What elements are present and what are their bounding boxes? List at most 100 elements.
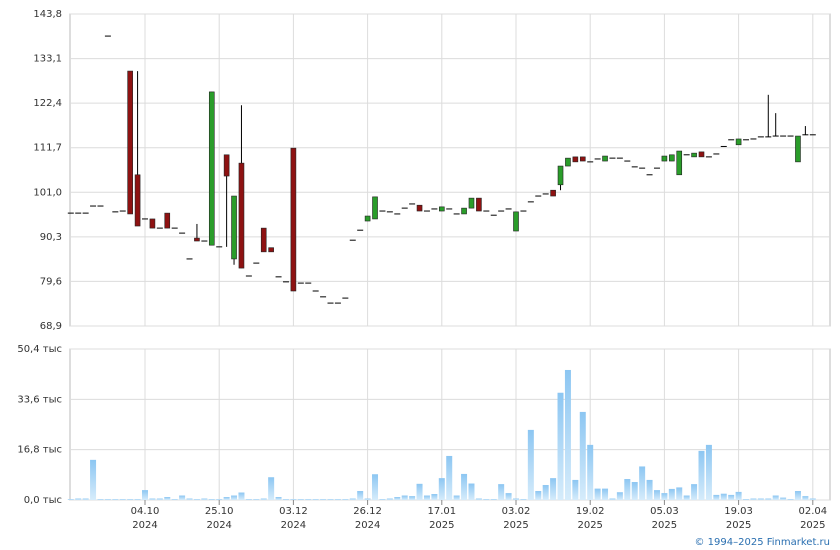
- volume-bar: [431, 494, 438, 500]
- volume-bar: [713, 494, 720, 500]
- volume-bar: [394, 497, 401, 500]
- candle-body: [164, 212, 171, 229]
- y-tick-label: 50,4 тыс: [17, 344, 62, 355]
- candle-body: [372, 196, 378, 220]
- volume-bar: [127, 499, 134, 500]
- volume-bar: [231, 495, 238, 500]
- volume-bar: [223, 497, 230, 500]
- volume-bar: [809, 498, 816, 500]
- volume-bar: [357, 491, 364, 500]
- volume-bar: [653, 490, 660, 500]
- volume-bar: [112, 499, 119, 500]
- candle-body: [468, 197, 475, 209]
- volume-bar: [780, 497, 787, 500]
- candle-body: [260, 227, 267, 253]
- volume-bar: [483, 499, 490, 500]
- volume-bar: [104, 499, 111, 500]
- x-tick-year: 2025: [577, 520, 602, 531]
- volume-bar: [705, 444, 712, 500]
- volume-bar: [676, 487, 683, 500]
- volume-bar: [498, 484, 505, 500]
- volume-bar: [624, 479, 631, 500]
- x-tick-year: 2024: [281, 520, 306, 531]
- volume-bar: [750, 498, 757, 500]
- candle-body: [461, 207, 467, 215]
- volume-bar: [75, 498, 82, 500]
- x-tick-label: 19.02: [576, 506, 605, 517]
- volume-bar: [327, 499, 334, 500]
- volume-bar: [282, 499, 289, 500]
- volume-bar: [171, 499, 178, 500]
- volume-bar: [142, 490, 148, 500]
- volume-bar: [579, 411, 586, 500]
- x-tick-year: 2025: [429, 520, 454, 531]
- candle-body: [602, 155, 608, 162]
- candle-body: [661, 155, 668, 162]
- volume-bar: [401, 495, 408, 500]
- candle-body: [268, 247, 274, 253]
- candle-body: [194, 237, 200, 242]
- volume-bar: [438, 478, 445, 500]
- y-tick-label: 79,6: [40, 276, 62, 287]
- candle-body: [231, 195, 237, 260]
- volume-bar: [297, 499, 304, 500]
- volume-bar: [90, 459, 97, 500]
- volume-bar: [409, 496, 416, 500]
- candle-body: [290, 147, 297, 292]
- x-tick-year: 2024: [355, 520, 380, 531]
- volume-bar: [379, 499, 386, 500]
- candle-body: [513, 211, 519, 232]
- volume-bar: [794, 491, 801, 500]
- volume-bar: [646, 479, 653, 500]
- volume-bar: [453, 495, 460, 500]
- x-tick-label: 25.10: [205, 506, 234, 517]
- candle-body: [550, 189, 556, 197]
- volume-bar: [698, 450, 705, 500]
- volume-bar: [320, 499, 327, 500]
- candle-body: [223, 154, 230, 177]
- volume-bar: [386, 498, 393, 500]
- x-tick-year: 2025: [800, 520, 825, 531]
- volume-bar: [446, 455, 453, 500]
- volume-bar: [260, 498, 267, 500]
- volume-bar: [179, 495, 186, 500]
- volume-bar: [468, 483, 475, 500]
- volume-bar: [349, 498, 356, 500]
- volume-bar: [527, 429, 534, 500]
- volume-bar: [490, 499, 497, 500]
- candle-body: [698, 151, 705, 158]
- credit: © 1994–2025 Finmarket.ru: [694, 537, 830, 548]
- volume-bar: [201, 498, 208, 500]
- x-tick-label: 03.02: [502, 506, 531, 517]
- volume-bar: [275, 497, 282, 500]
- y-tick-label: 0,0 тыс: [24, 495, 62, 506]
- volume-bar: [520, 499, 527, 500]
- volume-bar: [156, 498, 163, 500]
- y-tick-label: 143,8: [33, 9, 62, 20]
- x-tick-year: 2025: [652, 520, 677, 531]
- volume-bar: [668, 488, 675, 500]
- candle-body: [438, 206, 445, 212]
- x-tick-label: 17.01: [427, 506, 456, 517]
- volume-bar: [149, 498, 156, 500]
- candle-body: [238, 162, 245, 269]
- volume-bar: [461, 473, 468, 500]
- price-panel: [69, 13, 831, 327]
- volume-bar: [661, 493, 668, 500]
- volume-bar: [728, 494, 735, 500]
- volume-bar: [609, 498, 616, 500]
- volume-bar: [505, 493, 512, 500]
- y-tick-label: 33,6 тыс: [17, 394, 62, 405]
- candle-body: [795, 135, 801, 163]
- volume-bar: [602, 488, 609, 500]
- volume-bar: [550, 478, 557, 500]
- candle-body: [579, 156, 586, 162]
- volume-bar: [253, 499, 260, 500]
- volume-bar: [119, 499, 126, 500]
- volume-bar: [564, 369, 571, 500]
- volume-bar: [572, 479, 579, 500]
- candle-body: [127, 70, 133, 215]
- volume-bar: [342, 499, 349, 500]
- x-tick-year: 2025: [503, 520, 528, 531]
